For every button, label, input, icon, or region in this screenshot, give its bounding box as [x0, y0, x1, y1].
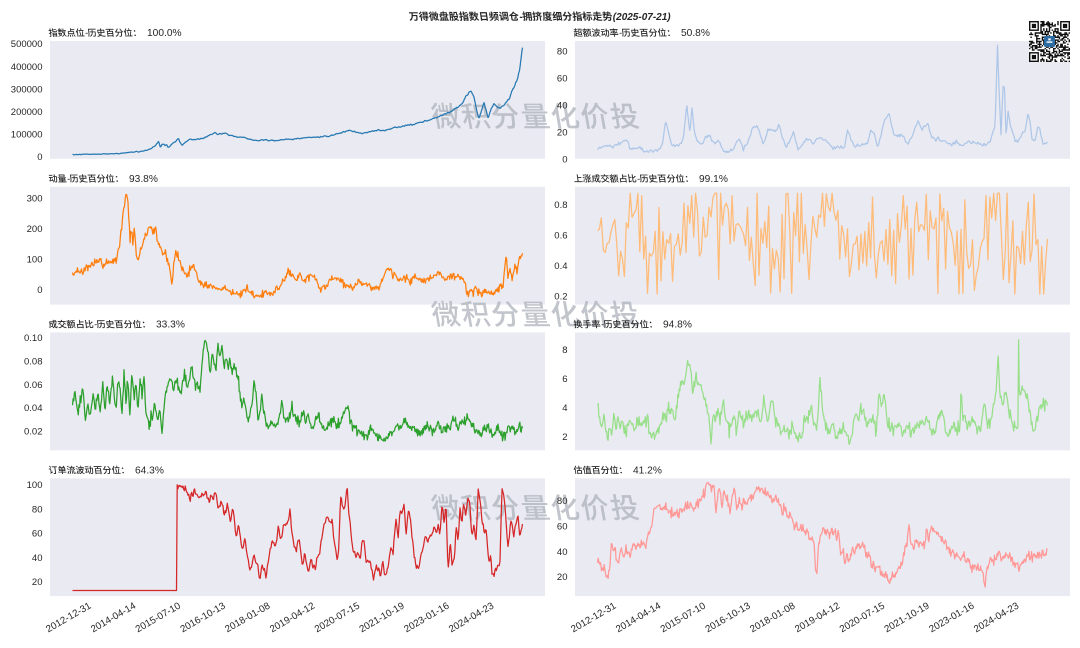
svg-text:0.2: 0.2	[554, 292, 567, 303]
svg-text:-: -	[85, 28, 88, 38]
svg-text:500000: 500000	[11, 39, 43, 50]
svg-text:100.0%: 100.0%	[147, 28, 182, 39]
svg-text:33.3%: 33.3%	[156, 320, 185, 331]
svg-text:2: 2	[562, 432, 567, 443]
svg-text:60: 60	[557, 522, 568, 533]
svg-text:0.10: 0.10	[24, 333, 43, 344]
svg-text:-: -	[67, 174, 70, 184]
svg-text:-: -	[637, 174, 640, 184]
svg-text:100000: 100000	[11, 130, 43, 141]
svg-text:0.6: 0.6	[554, 231, 567, 242]
svg-text:80: 80	[557, 47, 568, 58]
svg-text:300: 300	[27, 194, 43, 205]
svg-text:6: 6	[562, 374, 567, 385]
svg-text:41.2%: 41.2%	[633, 465, 662, 476]
svg-text:0.04: 0.04	[24, 403, 43, 414]
svg-text:40: 40	[557, 101, 568, 112]
svg-text:0: 0	[37, 285, 42, 296]
svg-text:99.1%: 99.1%	[699, 174, 728, 185]
svg-text:60: 60	[557, 74, 568, 85]
svg-text:100: 100	[27, 480, 43, 491]
svg-text:40: 40	[557, 547, 568, 558]
svg-text:-: -	[601, 320, 604, 330]
svg-text:0: 0	[562, 154, 567, 165]
svg-text:0.08: 0.08	[24, 356, 43, 367]
svg-text:400000: 400000	[11, 62, 43, 73]
svg-text:100: 100	[27, 254, 43, 265]
svg-text:0.06: 0.06	[24, 380, 43, 391]
svg-text:94.8%: 94.8%	[663, 320, 692, 331]
svg-text:20: 20	[557, 572, 568, 583]
svg-text:200: 200	[27, 224, 43, 235]
svg-text:0.02: 0.02	[24, 427, 43, 438]
svg-text:20: 20	[32, 577, 43, 588]
svg-text:300000: 300000	[11, 84, 43, 95]
svg-text:4: 4	[562, 403, 567, 414]
svg-text:8: 8	[562, 345, 567, 356]
svg-text:(2025-07-21): (2025-07-21)	[613, 12, 671, 23]
svg-text:0.8: 0.8	[554, 200, 567, 211]
svg-text:-: -	[519, 12, 523, 23]
svg-text:64.3%: 64.3%	[135, 465, 164, 476]
svg-text:20: 20	[557, 127, 568, 138]
svg-text:0: 0	[37, 152, 42, 163]
svg-text:80: 80	[32, 504, 43, 515]
svg-text:40: 40	[32, 553, 43, 564]
svg-text:80: 80	[557, 496, 568, 507]
svg-text:50.8%: 50.8%	[681, 28, 710, 39]
svg-text:93.8%: 93.8%	[129, 174, 158, 185]
svg-text:-: -	[94, 320, 97, 330]
svg-text:200000: 200000	[11, 107, 43, 118]
svg-text:-: -	[619, 28, 622, 38]
svg-text:0.4: 0.4	[554, 261, 567, 272]
svg-text:60: 60	[32, 529, 43, 540]
